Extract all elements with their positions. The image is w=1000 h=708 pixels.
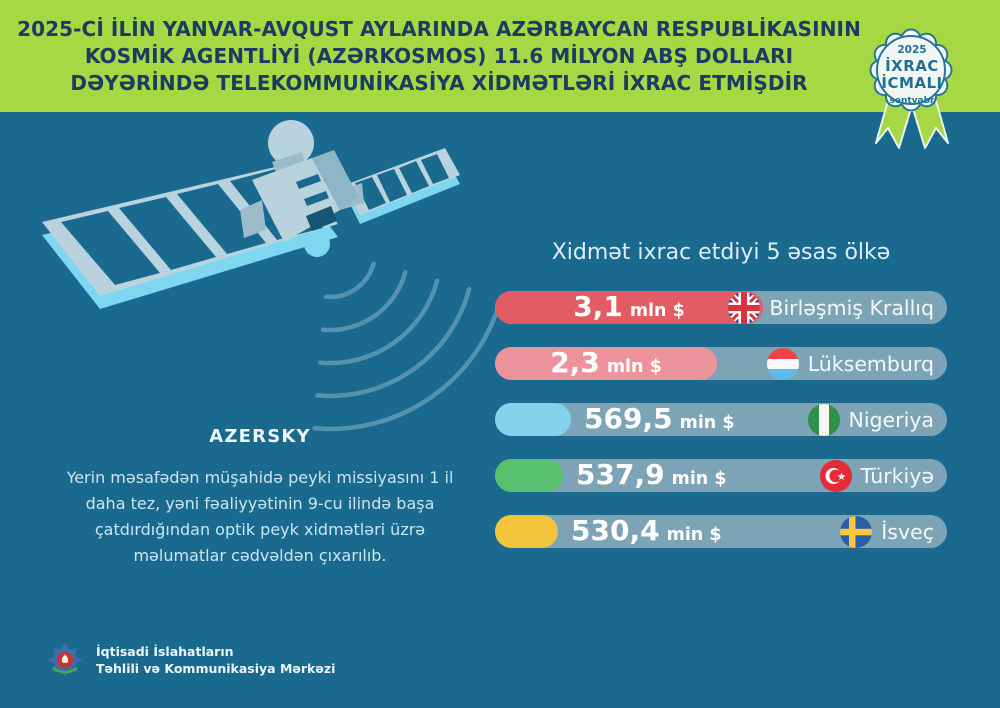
bar-value: 2,3 mln $ bbox=[495, 346, 717, 380]
bar-value-unit: mln $ bbox=[629, 301, 685, 321]
bar-value-number: 3,1 bbox=[573, 290, 623, 323]
bar-value-number: 530,4 bbox=[571, 514, 660, 547]
bar-row: 537,9 min $ Türkiyə bbox=[495, 458, 947, 492]
state-emblem-icon bbox=[47, 642, 83, 678]
footer-org-line1: İqtisadi İslahatların bbox=[96, 644, 234, 659]
bar-track bbox=[495, 459, 947, 492]
bar-value-unit: min $ bbox=[671, 469, 727, 489]
country-group: Birləşmiş Krallıq bbox=[728, 291, 934, 324]
bar-value-unit: min $ bbox=[666, 525, 722, 545]
bar-value-unit: mln $ bbox=[606, 357, 662, 377]
footer-org-line2: Təhlili və Kommunikasiya Mərkəzi bbox=[96, 661, 336, 676]
header-band: 2025-Cİ İLİN YANVAR-AVQUST AYLARINDA AZƏ… bbox=[0, 0, 1000, 112]
badge-year: 2025 bbox=[897, 44, 927, 56]
country-label: Türkiyə bbox=[860, 463, 934, 488]
bar-value: 530,4 min $ bbox=[571, 514, 722, 548]
flag-nigeria-icon bbox=[807, 403, 840, 436]
azersky-title: AZERSKY bbox=[209, 426, 311, 447]
bar-row: 530,4 min $ İsveç bbox=[495, 514, 947, 548]
page-title-line2: KOSMİK AGENTLİYİ (AZƏRKOSMOS) 11.6 MİLYO… bbox=[84, 43, 794, 68]
satellite-body-icon bbox=[240, 120, 364, 257]
satellite-illustration-icon bbox=[42, 120, 500, 432]
country-group: Lüksemburq bbox=[766, 347, 934, 380]
bar-value: 537,9 min $ bbox=[576, 458, 727, 492]
flag-uk-icon bbox=[728, 291, 761, 324]
country-group: İsveç bbox=[840, 515, 934, 548]
bar-fill bbox=[495, 515, 558, 548]
country-label: Lüksemburq bbox=[807, 351, 934, 376]
bar-value: 569,5 min $ bbox=[584, 402, 735, 436]
badge-title-line1: İXRAC bbox=[885, 57, 939, 75]
badge-title-line2: İCMALI bbox=[881, 74, 943, 92]
footer-brand: İqtisadi İslahatların Təhlili və Kommuni… bbox=[46, 641, 335, 679]
flag-luxembourg-icon bbox=[766, 347, 799, 380]
page-title-line1: 2025-Cİ İLİN YANVAR-AVQUST AYLARINDA AZƏ… bbox=[17, 16, 861, 41]
flag-turkey-icon bbox=[819, 459, 852, 492]
country-group: Nigeriya bbox=[807, 403, 934, 436]
azersky-text: Yerin məsafədən müşahidə peyki missiyası… bbox=[66, 468, 454, 565]
page-title: 2025-Cİ İLİN YANVAR-AVQUST AYLARINDA AZƏ… bbox=[8, 0, 870, 112]
bar-value-number: 569,5 bbox=[584, 402, 673, 435]
country-group: Türkiyə bbox=[819, 459, 934, 492]
country-label: İsveç bbox=[881, 519, 934, 544]
country-label: Nigeriya bbox=[848, 407, 934, 432]
bar-row: 2,3 mln $ Lüksemburq bbox=[495, 346, 947, 380]
bar-row: 3,1 mln $ Birləşmiş Krallıq bbox=[495, 290, 947, 324]
bar-value: 3,1 mln $ bbox=[495, 290, 763, 324]
solar-panel-right-icon bbox=[345, 148, 460, 224]
satellite-transmitter-icon bbox=[304, 231, 330, 257]
bar-value-number: 537,9 bbox=[576, 458, 665, 491]
badge-month: sentyabr bbox=[889, 96, 935, 106]
bar-value-number: 2,3 bbox=[550, 346, 600, 379]
bar-fill bbox=[495, 347, 717, 380]
export-countries-chart: Xidmət ixrac etdiyi 5 əsas ölkə 3,1 mln $… bbox=[495, 240, 955, 550]
chart-title: Xidmət ixrac etdiyi 5 əsas ölkə bbox=[551, 240, 891, 265]
page-title-line3: DƏYƏRİNDƏ TELEKOMMUNİKASİYA XİDMƏTLƏRİ İ… bbox=[70, 70, 808, 95]
signal-waves-icon bbox=[312, 261, 500, 432]
bar-fill bbox=[495, 403, 571, 436]
azersky-note: AZERSKY Yerin məsafədən müşahidə peyki m… bbox=[58, 426, 462, 569]
bar-fill bbox=[495, 459, 563, 492]
country-label: Birləşmiş Krallıq bbox=[769, 295, 934, 320]
bar-fill bbox=[495, 291, 763, 324]
bar-value-unit: min $ bbox=[679, 413, 735, 433]
badge-seal: 2025 İXRAC İCMALI sentyabr bbox=[856, 16, 968, 176]
flag-sweden-icon bbox=[840, 515, 873, 548]
badge-seal-graphic bbox=[869, 28, 953, 149]
footer-org-name: İqtisadi İslahatların Təhlili və Kommuni… bbox=[96, 643, 335, 677]
bar-row: 569,5 min $ Nigeriya bbox=[495, 402, 947, 436]
